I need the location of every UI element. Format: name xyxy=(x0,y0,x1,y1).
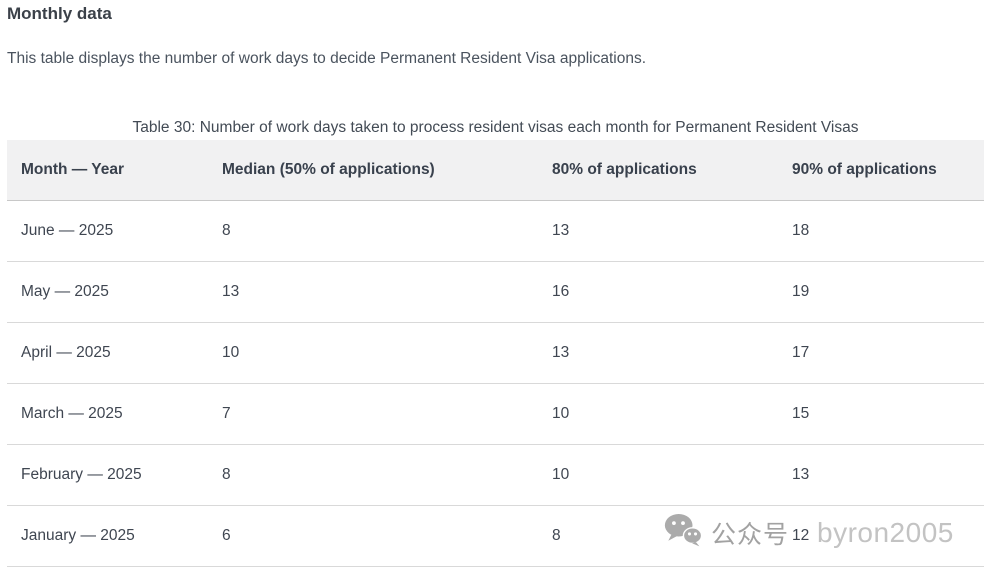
median-cell: 8 xyxy=(208,200,538,262)
column-header-month-year: Month — Year xyxy=(7,140,208,201)
p80-cell: 10 xyxy=(538,444,778,506)
p80-cell: 13 xyxy=(538,322,778,384)
table-row: April — 2025 10 13 17 xyxy=(7,322,984,384)
median-cell: 13 xyxy=(208,261,538,323)
p90-cell: 18 xyxy=(778,200,984,262)
p80-cell: 8 xyxy=(538,505,778,567)
month-cell: April — 2025 xyxy=(7,322,208,384)
p90-cell: 15 xyxy=(778,383,984,445)
p80-cell: 13 xyxy=(538,200,778,262)
table-caption: Table 30: Number of work days taken to p… xyxy=(132,119,859,136)
median-cell: 6 xyxy=(208,505,538,567)
month-cell: March — 2025 xyxy=(7,383,208,445)
p80-cell: 16 xyxy=(538,261,778,323)
table-row: June — 2025 8 13 18 xyxy=(7,200,984,262)
table-row: February — 2025 8 10 13 xyxy=(7,444,984,506)
column-header-90pct: 90% of applications xyxy=(778,140,984,201)
column-header-80pct: 80% of applications xyxy=(538,140,778,201)
month-cell: February — 2025 xyxy=(7,444,208,506)
p90-cell: 12 xyxy=(778,505,984,567)
table-row: May — 2025 13 16 19 xyxy=(7,261,984,323)
column-header-median: Median (50% of applications) xyxy=(208,140,538,201)
month-cell: May — 2025 xyxy=(7,261,208,323)
month-cell: June — 2025 xyxy=(7,200,208,262)
median-cell: 7 xyxy=(208,383,538,445)
visa-processing-table: Month — Year Median (50% of applications… xyxy=(7,140,984,567)
p80-cell: 10 xyxy=(538,383,778,445)
table-row: March — 2025 7 10 15 xyxy=(7,383,984,445)
p90-cell: 19 xyxy=(778,261,984,323)
p90-cell: 17 xyxy=(778,322,984,384)
p90-cell: 13 xyxy=(778,444,984,506)
month-cell: January — 2025 xyxy=(7,505,208,567)
page-description: This table displays the number of work d… xyxy=(7,50,647,67)
table-header-row: Month — Year Median (50% of applications… xyxy=(7,140,984,201)
median-cell: 8 xyxy=(208,444,538,506)
median-cell: 10 xyxy=(208,322,538,384)
page-title: Monthly data xyxy=(7,4,112,23)
table-row: January — 2025 6 8 12 xyxy=(7,505,984,567)
